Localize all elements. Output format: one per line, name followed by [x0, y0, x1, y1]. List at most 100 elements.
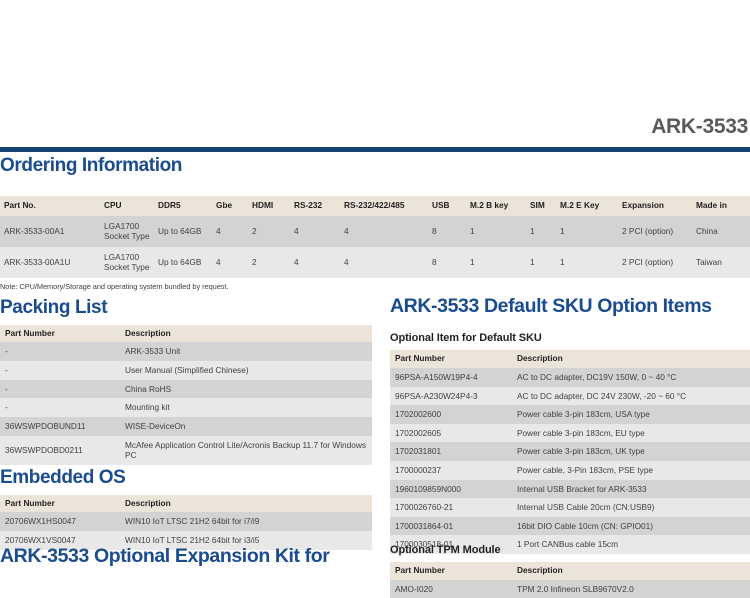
col-hdmi: HDMI [248, 196, 290, 216]
cell-part-number: 1700000237 [390, 461, 512, 480]
cell-description: Power cable, 3-Pin 183cm, PSE type [512, 461, 750, 480]
cell-description: TPM 2.0 Infineon SLB9670V2.0 [512, 579, 750, 598]
cell-sim: 1 [526, 215, 556, 247]
col-description: Description [120, 324, 372, 343]
cell-ddr5: Up to 64GB [154, 215, 212, 247]
col-m2-b-key: M.2 B key [466, 196, 526, 216]
cell-expansion: 2 PCI (option) [618, 246, 692, 278]
cell-part-number: - [0, 398, 120, 417]
cell-made-in: China [692, 215, 750, 247]
cell-description: Mounting kit [120, 398, 372, 417]
cell-part-number: 1702002600 [390, 405, 512, 424]
table-row: AMO-I020 TPM 2.0 Infineon SLB9670V2.0 [390, 579, 750, 598]
table-row: - ARK-3533 Unit [0, 342, 372, 362]
table-row: ARK-3533-00A1 LGA1700 Socket Type Up to … [0, 215, 750, 247]
col-made-in: Made in [692, 196, 750, 216]
table-row: 20706WX1HS0047 WIN10 IoT LTSC 21H2 64bit… [0, 512, 372, 532]
cell-cpu: LGA1700 Socket Type [100, 246, 154, 278]
cell-part-number: AMO-I020 [390, 579, 512, 598]
table-row: 1960109859N000 Internal USB Bracket for … [390, 479, 750, 499]
col-rs232-422-485: RS-232/422/485 [340, 196, 428, 216]
header-divider-rule [0, 147, 750, 152]
cell-part-number: - [0, 361, 120, 380]
cell-m2-b-key: 1 [466, 246, 526, 278]
page-model-title: ARK-3533 [651, 115, 748, 138]
cell-m2-e-key: 1 [556, 215, 618, 247]
cell-part-number: - [0, 342, 120, 362]
table-row: - China RoHS [0, 379, 372, 399]
cell-gbe: 4 [212, 246, 248, 278]
col-gbe: Gbe [212, 196, 248, 216]
cell-description: ARK-3533 Unit [120, 342, 372, 362]
cell-description: AC to DC adapter, DC 24V 230W, -20 ~ 60 … [512, 386, 750, 406]
cell-part-number: 1702002605 [390, 423, 512, 443]
cell-description: Internal USB Cable 20cm (CN:USB9) [512, 498, 750, 517]
cell-expansion: 2 PCI (option) [618, 215, 692, 247]
cell-description: Power cable 3-pin 183cm, UK type [512, 442, 750, 462]
table-row: 1700000237 Power cable, 3-Pin 183cm, PSE… [390, 461, 750, 480]
table-row: 1700030518-01 1 Port CANBus cable 15cm [390, 535, 750, 555]
cell-hdmi: 2 [248, 215, 290, 247]
cell-rs232: 4 [290, 246, 340, 278]
col-cpu: CPU [100, 196, 154, 216]
default-sku-section: ARK-3533 Default SKU Option Items Option… [390, 295, 750, 555]
ordering-information-table: Part No. CPU DDR5 Gbe HDMI RS-232 RS-232… [0, 196, 750, 278]
table-row: 36WSWPDOBUND11 WISE-DeviceOn [0, 416, 372, 436]
cell-part-number: 96PSA-A150W19P4-4 [390, 368, 512, 387]
cell-made-in: Taiwan [692, 246, 750, 278]
packing-list-section: Packing List Part Number Description - A… [0, 298, 372, 465]
table-header-row: Part Number Description [0, 324, 372, 343]
left-column: Ordering Information [0, 156, 372, 183]
page-header: ARK-3533 [0, 0, 750, 152]
col-m2-e-key: M.2 E Key [556, 196, 618, 216]
tpm-module-table: Part Number Description AMO-I020 TPM 2.0… [390, 562, 750, 598]
embedded-os-table: Part Number Description 20706WX1HS0047 W… [0, 494, 372, 550]
cell-description: WISE-DeviceOn [120, 416, 372, 436]
table-row: 1702002600 Power cable 3-pin 183cm, USA … [390, 405, 750, 424]
cell-description: Power cable 3-pin 183cm, USA type [512, 405, 750, 424]
cell-description: Internal USB Bracket for ARK-3533 [512, 479, 750, 499]
cell-m2-b-key: 1 [466, 215, 526, 247]
cell-sim: 1 [526, 246, 556, 278]
table-row: 1700026760-21 Internal USB Cable 20cm (C… [390, 498, 750, 517]
table-row: 1702002605 Power cable 3-pin 183cm, EU t… [390, 423, 750, 443]
table-row: 36WSWPDOBD0211 McAfee Application Contro… [0, 435, 372, 465]
tpm-module-section: Optional TPM Module Part Number Descript… [390, 544, 750, 598]
packing-list-title: Packing List [0, 297, 108, 318]
col-description: Description [512, 350, 750, 368]
table-row: 96PSA-A150W19P4-4 AC to DC adapter, DC19… [390, 368, 750, 387]
table-row: ARK-3533-00A1U LGA1700 Socket Type Up to… [0, 246, 750, 278]
cell-part-number: 20706WX1VS0047 [0, 531, 120, 550]
tpm-module-subtitle: Optional TPM Module [390, 544, 501, 556]
table-header-row: Part Number Description [390, 350, 750, 368]
table-header-row: Part Number Description [0, 494, 372, 513]
ordering-information-section: Part No. CPU DDR5 Gbe HDMI RS-232 RS-232… [0, 196, 750, 291]
default-sku-table: Part Number Description 96PSA-A150W19P4-… [390, 350, 750, 555]
cell-description: McAfee Application Control Lite/Acronis … [120, 435, 372, 465]
embedded-os-title: Embedded OS [0, 467, 126, 488]
cell-part-number: 1700026760-21 [390, 498, 512, 517]
cell-description: AC to DC adapter, DC19V 150W, 0 ~ 40 °C [512, 368, 750, 387]
cell-m2-e-key: 1 [556, 246, 618, 278]
col-part-no: Part No. [0, 196, 100, 216]
cell-part-number: 36WSWPDOBD0211 [0, 435, 120, 465]
cell-part-no: ARK-3533-00A1 [0, 215, 100, 247]
default-sku-title: ARK-3533 Default SKU Option Items [390, 295, 712, 317]
col-usb: USB [428, 196, 466, 216]
col-rs232: RS-232 [290, 196, 340, 216]
expansion-kit-section: ARK-3533 Optional Expansion Kit for [0, 546, 400, 573]
cell-description: WIN10 IoT LTSC 21H2 64bit for i3/i5 [120, 531, 372, 550]
cell-part-no: ARK-3533-00A1U [0, 246, 100, 278]
cell-description: WIN10 IoT LTSC 21H2 64bit for i7/i9 [120, 512, 372, 532]
col-part-number: Part Number [390, 562, 512, 580]
col-part-number: Part Number [0, 324, 120, 343]
cell-part-number: 1960109859N000 [390, 479, 512, 499]
col-expansion: Expansion [618, 196, 692, 216]
cell-part-number: 1702031801 [390, 442, 512, 462]
default-sku-subtitle: Optional Item for Default SKU [390, 332, 542, 345]
col-sim: SIM [526, 196, 556, 216]
col-part-number: Part Number [0, 494, 120, 513]
col-description: Description [120, 494, 372, 513]
table-row: 1700031864-01 16bit DIO Cable 10cm (CN: … [390, 516, 750, 536]
col-description: Description [512, 562, 750, 580]
